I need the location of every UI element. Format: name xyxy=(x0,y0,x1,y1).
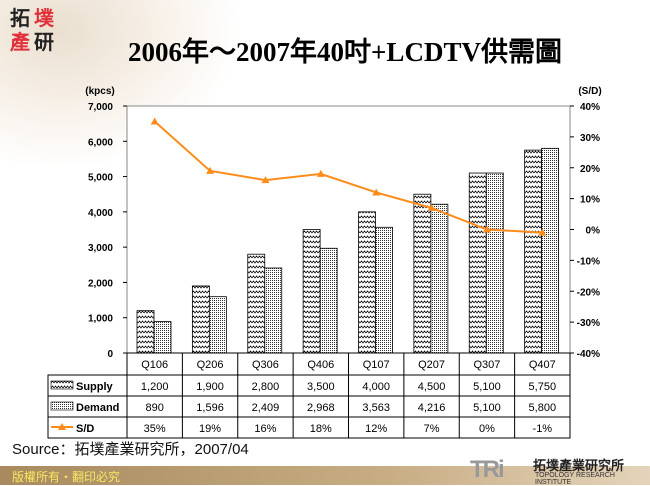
data-value: 3,563 xyxy=(362,402,390,414)
left-tick-label: 2,000 xyxy=(88,278,113,289)
data-value: 0% xyxy=(479,423,495,435)
left-tick-label: 3,000 xyxy=(88,243,113,254)
demand-legend-swatch xyxy=(50,401,74,411)
right-tick-label: -10% xyxy=(577,256,600,267)
category-label: Q306 xyxy=(252,359,279,371)
category-label: Q406 xyxy=(307,359,334,371)
demand-bar xyxy=(541,147,560,354)
data-value: 2,800 xyxy=(252,381,280,393)
page-title: 2006年～2007年40吋+LCDTV供需圖 xyxy=(128,37,562,67)
data-value: 35% xyxy=(144,423,166,435)
right-tick-label: -20% xyxy=(577,287,600,298)
data-value: 7% xyxy=(424,423,440,435)
data-value: 1,200 xyxy=(141,381,169,393)
logo: 拓墣產研 xyxy=(10,6,54,54)
copyright-text: 版權所有・翻印必究 xyxy=(12,470,121,484)
data-value: 16% xyxy=(254,423,276,435)
sd-marker xyxy=(261,176,270,184)
category-label: Q107 xyxy=(363,359,390,371)
sd-marker xyxy=(427,203,436,211)
supply-bar xyxy=(136,310,155,354)
right-tick-label: -30% xyxy=(577,318,600,329)
sd-marker xyxy=(316,169,325,177)
demand-bar xyxy=(264,267,283,354)
demand-bar xyxy=(375,226,393,354)
category-label: Q307 xyxy=(473,359,500,371)
demand-bar xyxy=(430,203,449,354)
category-label: Q106 xyxy=(141,359,168,371)
series-name: Demand xyxy=(76,402,119,414)
supply-bar xyxy=(524,149,543,354)
sd-marker xyxy=(538,228,547,236)
sd-legend-marker xyxy=(58,423,66,430)
demand-bar xyxy=(485,172,504,354)
data-value: 18% xyxy=(310,423,332,435)
data-value: 4,500 xyxy=(418,381,446,393)
data-value: 5,800 xyxy=(529,402,557,414)
data-value: 19% xyxy=(199,423,221,435)
data-value: 3,500 xyxy=(307,381,335,393)
brand-name-cn: 拓墣產業研究所 xyxy=(533,458,625,473)
brand-mark: TRi xyxy=(470,456,505,483)
demand-bar xyxy=(208,296,227,354)
sd-marker xyxy=(372,188,381,196)
data-value: 4,000 xyxy=(362,381,390,393)
right-tick-label: 0% xyxy=(586,226,601,237)
data-value: 2,409 xyxy=(252,402,280,414)
supply-bar xyxy=(302,229,321,354)
category-label: Q407 xyxy=(529,359,556,371)
sd-line xyxy=(154,120,543,234)
data-value: 5,100 xyxy=(473,381,501,393)
demand-bar xyxy=(153,321,172,354)
data-value: 5,100 xyxy=(473,402,501,414)
left-tick-label: 7,000 xyxy=(88,102,113,113)
left-tick-label: 1,000 xyxy=(88,314,113,325)
right-tick-label: 10% xyxy=(580,195,600,206)
right-tick-label: -40% xyxy=(577,349,600,360)
left-tick-label: 5,000 xyxy=(88,173,113,184)
data-value: 1,596 xyxy=(196,402,224,414)
data-value: 890 xyxy=(146,402,164,414)
source-note: Source：拓墣產業研究所，2007/04 xyxy=(12,441,249,458)
sd-marker xyxy=(482,225,491,233)
demand-bar xyxy=(319,247,338,354)
supply-bar xyxy=(191,285,210,354)
left-tick-label: 6,000 xyxy=(88,137,113,148)
right-tick-label: 20% xyxy=(580,164,600,175)
supply-bar xyxy=(358,211,376,354)
sd-marker xyxy=(150,117,159,125)
data-value: 12% xyxy=(365,423,387,435)
data-value: -1% xyxy=(533,423,553,435)
chart: (kpcs) (S/D) 0 1,000 2,000 3,000 4,000 5,000 6,0… xyxy=(47,86,602,439)
supply-legend-swatch xyxy=(50,380,74,390)
right-tick-label: 40% xyxy=(580,102,600,113)
data-value: 2,968 xyxy=(307,402,335,414)
supply-bar xyxy=(413,193,432,354)
left-axis-label: (kpcs) xyxy=(85,86,114,97)
data-value: 1,900 xyxy=(196,381,224,393)
footer-bar: 版權所有・翻印必究 xyxy=(0,466,650,485)
left-tick-label: 4,000 xyxy=(88,208,113,219)
series-name: Supply xyxy=(76,381,114,393)
brand-name-en: TOPOLOGY RESEARCH INSTITUTE xyxy=(535,472,615,486)
right-tick-label: 30% xyxy=(580,133,600,144)
category-label: Q207 xyxy=(418,359,445,371)
series-name: S/D xyxy=(76,423,94,435)
data-value: 4,216 xyxy=(418,402,446,414)
category-label: Q206 xyxy=(197,359,224,371)
data-value: 5,750 xyxy=(529,381,557,393)
table-body xyxy=(47,374,571,439)
right-axis-label: (S/D) xyxy=(578,86,601,97)
sd-marker xyxy=(206,166,215,174)
left-tick-label: 0 xyxy=(107,349,113,360)
supply-bar xyxy=(247,253,266,354)
supply-bar xyxy=(468,172,487,354)
